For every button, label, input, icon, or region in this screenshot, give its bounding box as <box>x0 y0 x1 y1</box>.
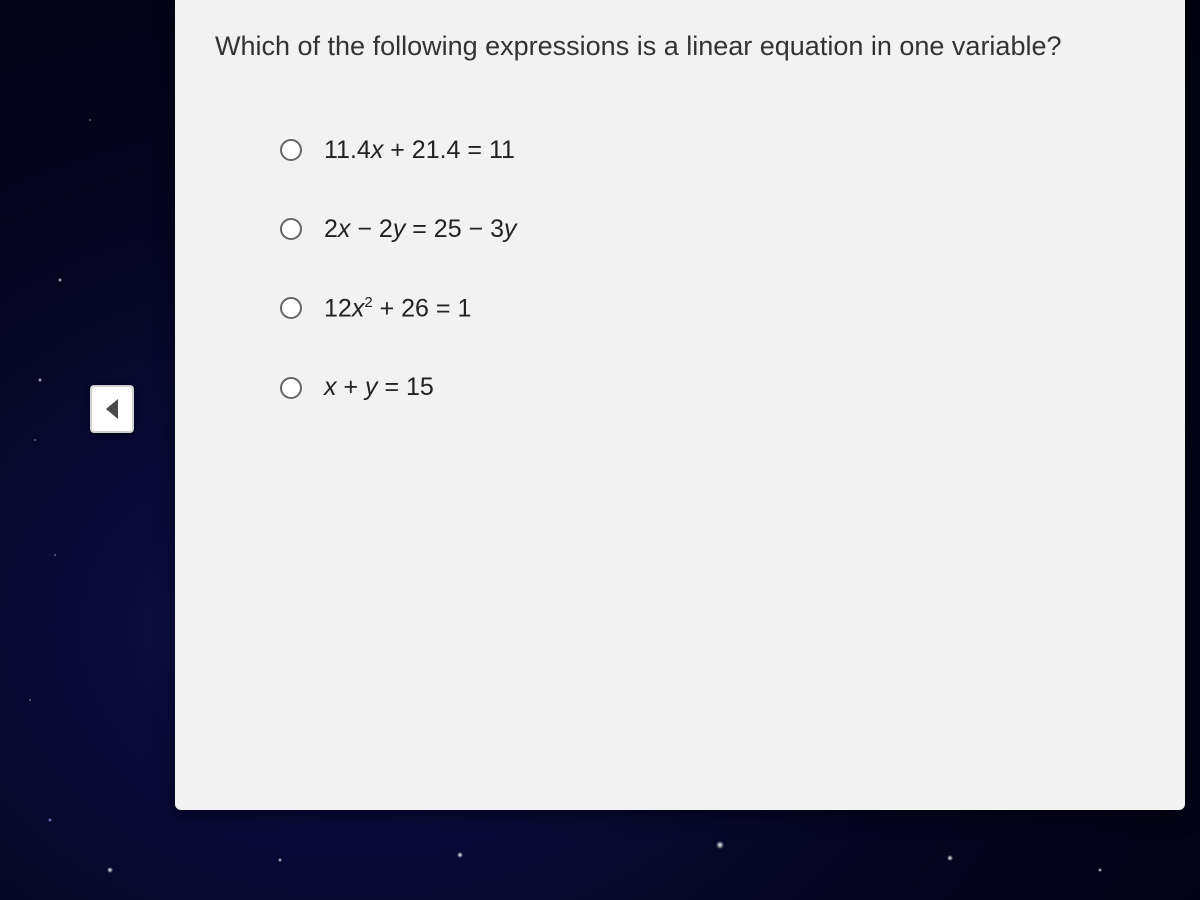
radio-icon <box>280 377 302 399</box>
option-0[interactable]: 11.4x + 21.4 = 11 <box>280 136 1145 165</box>
option-label: 11.4x + 21.4 = 11 <box>324 136 515 165</box>
option-label: 2x − 2y = 25 − 3y <box>324 215 517 244</box>
chevron-left-icon <box>102 397 122 421</box>
option-3[interactable]: x + y = 15 <box>280 373 1145 402</box>
option-1[interactable]: 2x − 2y = 25 − 3y <box>280 215 1145 244</box>
radio-icon <box>280 218 302 240</box>
radio-icon <box>280 139 302 161</box>
option-label: x + y = 15 <box>324 373 434 402</box>
question-text: Which of the following expressions is a … <box>215 28 1145 66</box>
option-label: 12x2 + 26 = 1 <box>324 294 471 323</box>
option-2[interactable]: 12x2 + 26 = 1 <box>280 294 1145 323</box>
options-group: 11.4x + 21.4 = 11 2x − 2y = 25 − 3y 12x2… <box>215 136 1145 402</box>
radio-icon <box>280 297 302 319</box>
quiz-card: Which of the following expressions is a … <box>175 0 1185 810</box>
prev-button[interactable] <box>90 385 134 433</box>
